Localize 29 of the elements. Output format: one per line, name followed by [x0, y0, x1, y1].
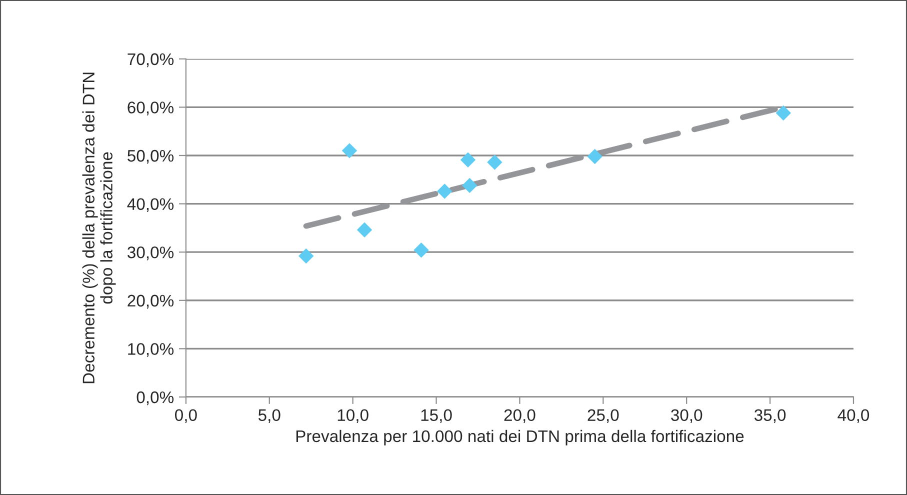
point — [462, 178, 478, 194]
point — [487, 154, 502, 170]
x-tick-label: 15,0 — [421, 409, 452, 424]
y-tick-label: 20,0% — [128, 294, 174, 309]
x-axis-title: Prevalenza per 10.000 nati dei DTN prima della fortificazione — [296, 430, 744, 446]
point — [587, 148, 602, 164]
x-tick-label: 5,0 — [258, 409, 280, 424]
y-tick-label: 0,0% — [136, 391, 174, 406]
y-tick-label: 60,0% — [128, 102, 174, 116]
y-tick-label: 30,0% — [128, 246, 174, 260]
y-axis-title: Decremento (%) della prevalenza dei DTN dopo la fortificazione — [82, 72, 116, 384]
point — [298, 248, 314, 264]
y-tick-label: 40,0% — [127, 198, 174, 212]
point — [356, 222, 372, 238]
y-tick-label: 70,0% — [128, 53, 174, 68]
point — [776, 105, 791, 121]
point — [342, 143, 358, 158]
y-tick-label: 50,0% — [128, 150, 174, 164]
point — [437, 184, 452, 199]
x-tick-label: 35,0 — [754, 409, 786, 424]
point — [414, 242, 429, 258]
x-tick-label: 30,0 — [671, 409, 702, 424]
x-tick-label: 40,0 — [838, 409, 870, 424]
y-tick-label: 10,0% — [128, 343, 174, 357]
x-tick-label: 0,0 — [175, 409, 197, 424]
x-tick-label: 25,0 — [588, 409, 619, 424]
x-tick-label: 10,0 — [338, 409, 368, 424]
point — [460, 152, 476, 168]
x-tick-label: 20,0 — [504, 409, 536, 424]
